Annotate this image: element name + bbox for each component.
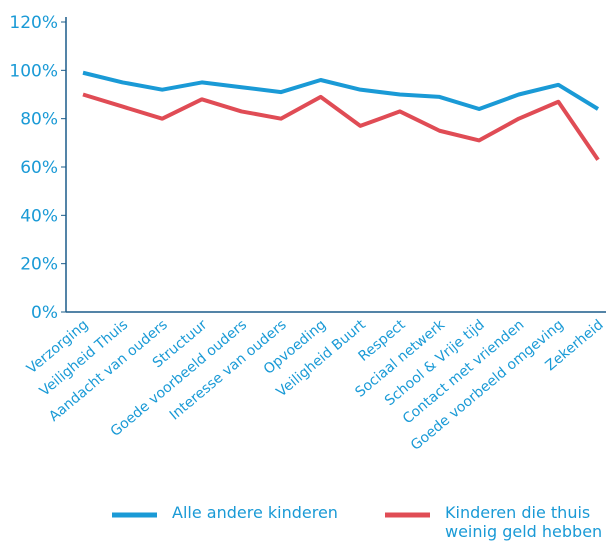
y-tick-label: 100% xyxy=(9,61,58,81)
y-tick-label: 120% xyxy=(9,13,58,33)
legend-label: Alle andere kinderen xyxy=(172,503,338,522)
y-tick-label: 60% xyxy=(20,158,58,178)
legend-label: Kinderen die thuis weinig geld hebben xyxy=(445,503,603,541)
series-line xyxy=(82,70,600,111)
series-line xyxy=(82,92,600,161)
y-tick-label: 0% xyxy=(31,303,58,323)
y-tick-label: 40% xyxy=(20,206,58,226)
y-tick-label: 80% xyxy=(20,110,58,130)
y-tick-label: 20% xyxy=(20,255,58,275)
